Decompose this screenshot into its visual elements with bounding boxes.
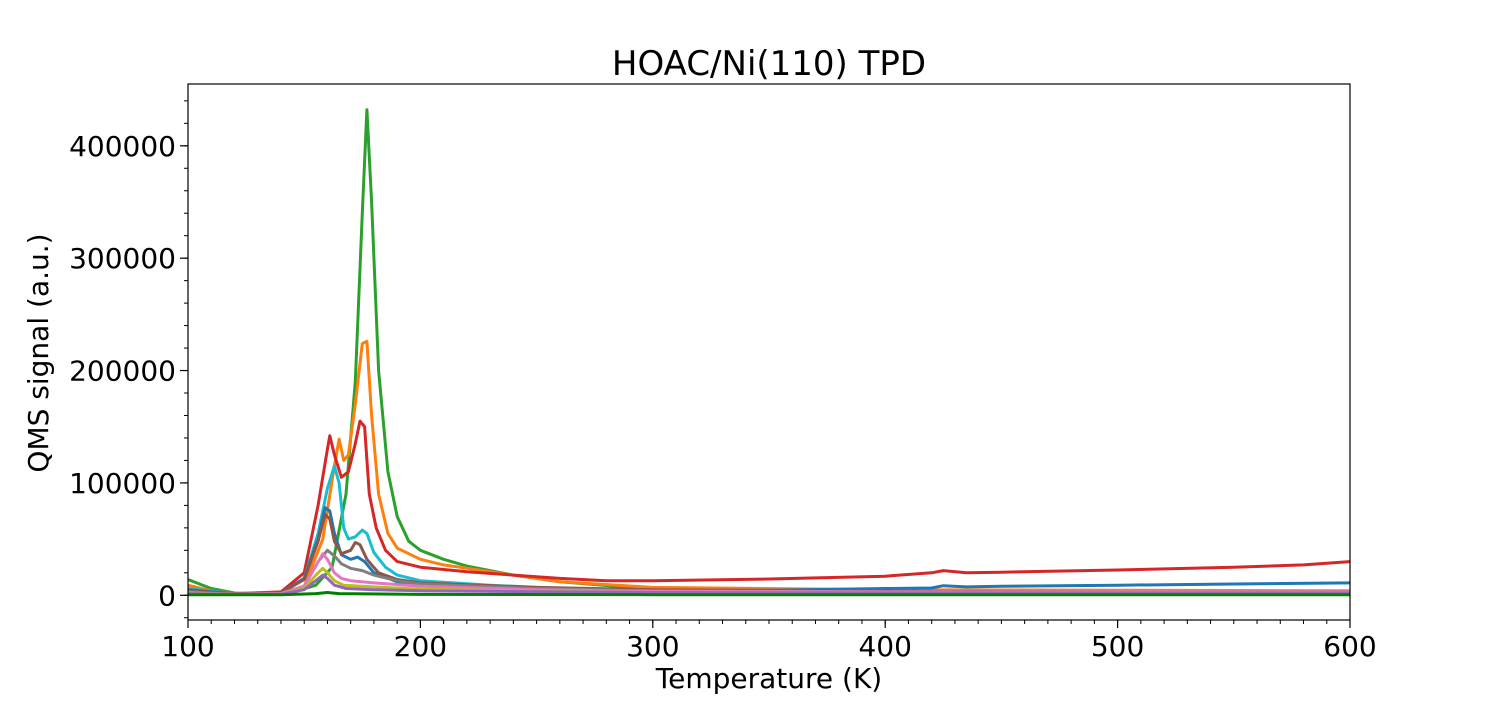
x-tick-label: 500 bbox=[1091, 630, 1144, 663]
y-axis-label: QMS signal (a.u.) bbox=[22, 233, 55, 472]
y-tick-label: 0 bbox=[158, 579, 176, 612]
y-tick-label: 100000 bbox=[69, 467, 176, 500]
series-line-4 bbox=[188, 464, 1350, 596]
x-tick-label: 400 bbox=[858, 630, 911, 663]
y-tick-label: 300000 bbox=[69, 242, 176, 275]
y-tick-label: 200000 bbox=[69, 355, 176, 388]
series-layer bbox=[188, 108, 1350, 597]
series-line-3 bbox=[188, 419, 1350, 596]
y-tick-label: 400000 bbox=[69, 130, 176, 163]
x-tick-label: 300 bbox=[626, 630, 679, 663]
y-axis: 0 100000 200000 300000 400000 bbox=[69, 100, 188, 619]
series-line-2 bbox=[188, 339, 1350, 596]
x-tick-label: 100 bbox=[161, 630, 214, 663]
series-line-11 bbox=[188, 591, 1350, 597]
chart-title: HOAC/Ni(110) TPD bbox=[612, 44, 926, 84]
x-axis: 100 200 300 400 500 600 bbox=[161, 620, 1377, 663]
x-tick-label: 200 bbox=[394, 630, 447, 663]
x-axis-label: Temperature (K) bbox=[655, 662, 882, 695]
series-line-10 bbox=[188, 573, 1350, 596]
x-tick-label: 600 bbox=[1323, 630, 1376, 663]
